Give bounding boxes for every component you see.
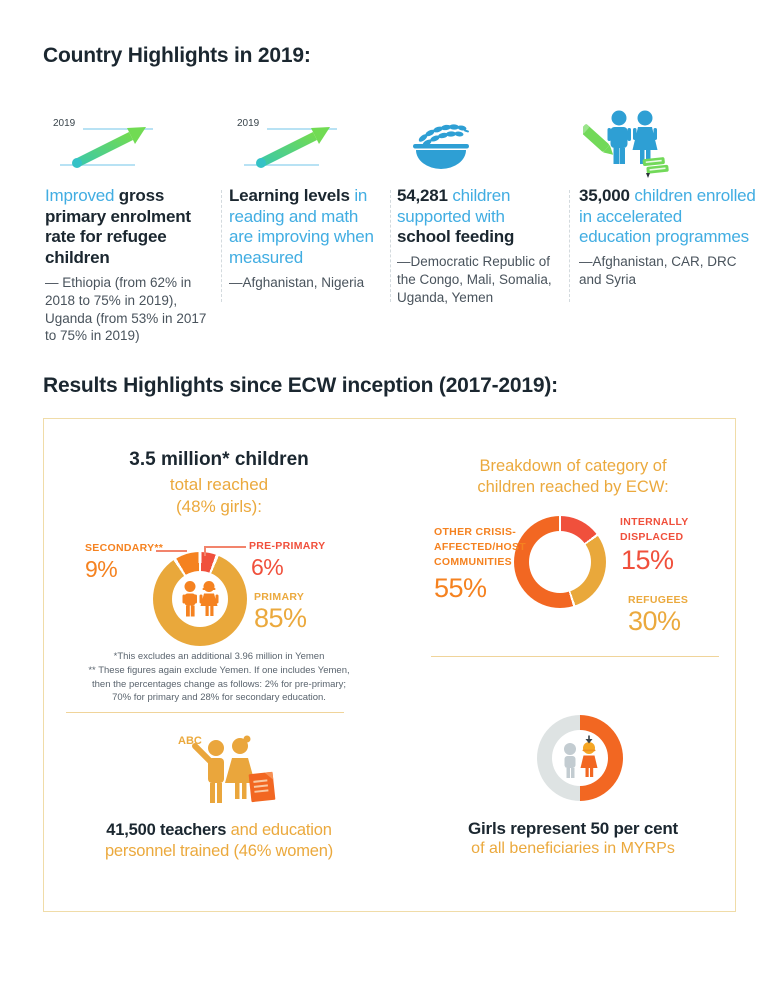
footnote-line: ** These figures again exclude Yemen. If… [88,664,350,676]
growth-arrow-icon-wrap: 2019 [229,116,379,180]
highlight-school-feeding: 54,281 children supported with school fe… [397,112,555,307]
headline-value: 54,281 [397,186,448,205]
headline-accent: in reading and math are improving when m… [229,186,374,268]
highlight-countries: —Afghanistan, CAR, DRC and Syria [579,254,737,288]
refugees-value: 30% [628,606,681,636]
other-crisis-label: OTHER CRISIS-AFFECTED/HOST COMMUNITIES [434,526,526,569]
boy-girl-center-icon [564,735,598,778]
teachers-icon-wrap: ABC [162,729,276,813]
leader-line [156,550,187,552]
column-divider [569,190,570,302]
headline-accent: children supported with [397,186,511,226]
donut-hole [552,730,608,786]
headline-bold: school feeding [397,227,515,247]
teachers-caption-line2: personnel trained (46% women) [104,842,334,860]
girls-caption-line1: Girls represent 50 per cent [467,819,679,838]
idp-value: 15% [621,545,674,575]
teachers-caption-accent: and education [230,821,332,839]
breakdown-title-line1: Breakdown of category of [479,457,667,475]
footnote-line: *This excludes an additional 3.96 millio… [113,651,325,662]
idp-label: INTERNALLY DISPLACED [620,516,689,544]
teachers-caption-line1: 41,500 teachers and education [49,821,389,840]
children-center-icon [182,581,219,617]
down-arrow-icon [585,735,593,744]
breakdown-title-line2: children reached by ECW: [477,478,669,496]
other-crisis-value: 55% [434,573,487,603]
highlight-learning: 2019 Learning levels in reading and math… [229,116,379,292]
refugees-label: REFUGEES [628,594,689,606]
growth-arrow-icon [60,127,153,168]
footnotes: *This excludes an additional 3.96 millio… [49,650,389,705]
girls-share-donut-chart [537,715,623,801]
children-supplies-icon [583,110,669,178]
highlight-countries: —Afghanistan, Nigeria [229,274,365,290]
reached-subtitle-2: (48% girls): [176,497,262,516]
teachers-icon: ABC [178,735,276,803]
headline-bold: Learning levels [229,186,350,205]
school-feeding-bowl-icon [413,124,469,169]
highlight-headline: Learning levels in reading and math are … [229,186,379,269]
divider [66,712,344,713]
results-highlights-title: Results Highlights since ECW inception (… [43,374,558,397]
highlight-enrolment: 2019 Improved gross primary enrolment ra… [45,116,207,345]
category-donut-chart [514,516,606,608]
education-level-donut-chart [153,552,247,646]
pre-primary-value: 6% [251,554,284,580]
reached-subtitle-1: total reached [169,475,269,494]
column-divider [390,190,391,302]
highlight-countries: — Ethiopia (from 62% in 2018 to 75% in 2… [45,274,207,344]
headline-value: 35,000 [579,186,630,205]
leader-line [204,546,206,556]
children-supplies-icon-wrap [579,108,757,180]
footnote-line: then the percentages change as follows: … [92,678,346,690]
secondary-label: SECONDARY** [85,542,164,554]
highlight-accelerated-education: 35,000 children enrolled in accelerated … [579,108,757,289]
pre-primary-label: PRE-PRIMARY [249,540,326,552]
secondary-value: 9% [85,556,118,582]
highlight-countries: —Democratic Republic of the Congo, Mali,… [397,254,552,305]
growth-arrow-icon-wrap: 2019 [45,116,207,180]
primary-value: 85% [254,603,307,633]
headline-accent: children enrolled in accelerated educati… [579,186,756,247]
school-feeding-icon-wrap [397,112,555,180]
teachers-caption-bold: 41,500 teachers [106,821,227,839]
donut-hole [529,531,591,593]
reached-title: 3.5 million* children [129,449,309,470]
country-highlights-title: Country Highlights in 2019: [43,44,311,67]
leader-line [204,546,246,548]
highlight-headline: 35,000 children enrolled in accelerated … [579,186,757,248]
highlight-headline: 54,281 children supported with school fe… [397,186,555,248]
results-panel: 3.5 million* children total reached (48%… [43,418,736,912]
girls-caption-line2: of all beneficiaries in MYRPs [471,840,675,857]
footnote-line: 70% for primary and 28% for secondary ed… [112,692,326,704]
divider [431,656,719,657]
column-divider [221,190,222,302]
icon-year-label: 2019 [237,118,260,129]
headline-accent: Improved [45,186,115,205]
headline-bold: gross primary enrolment rate for refugee… [45,186,191,268]
primary-label: PRIMARY [254,591,305,603]
highlight-headline: Improved gross primary enrolment rate fo… [45,186,207,269]
growth-arrow-icon [244,127,337,168]
icon-year-label: 2019 [53,118,76,129]
